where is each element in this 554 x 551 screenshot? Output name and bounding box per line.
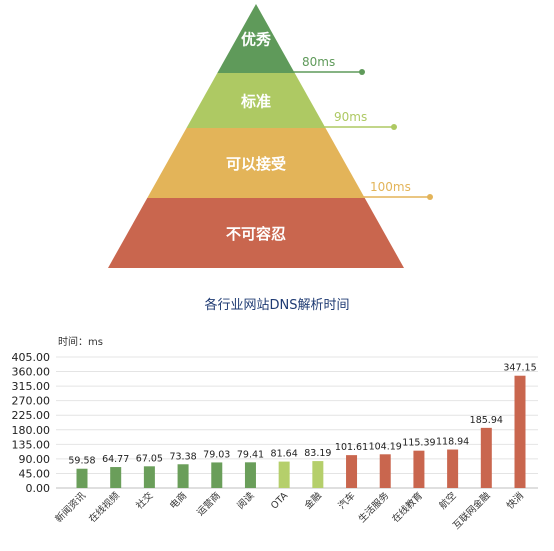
data-label: 118.94: [436, 437, 469, 448]
bar: [447, 449, 459, 488]
x-tick-label: 运营商: [194, 490, 223, 519]
y-tick-label: 45.00: [19, 467, 51, 480]
pyramid-level-label: 优秀: [241, 31, 272, 49]
data-label: 115.39: [402, 438, 435, 449]
bar: [413, 450, 425, 488]
pyramid-level-3: [147, 128, 365, 198]
pyramid-level-label: 可以接受: [226, 155, 286, 173]
y-tick-label: 90.00: [19, 453, 51, 466]
x-tick-label: 汽车: [336, 490, 358, 512]
bar: [211, 462, 223, 488]
data-label: 101.61: [335, 442, 368, 453]
bar: [76, 468, 88, 488]
y-tick-label: 0.00: [26, 482, 51, 495]
x-tick-label: 生活服务: [356, 489, 392, 525]
pyramid-level-label: 不可容忍: [226, 225, 286, 243]
x-tick-label: 互联网金融: [450, 489, 492, 531]
y-tick-label: 405.00: [12, 351, 51, 364]
bar: [278, 461, 290, 488]
threshold-dot: [391, 124, 397, 130]
threshold-label: 100ms: [370, 180, 411, 194]
data-label: 347.15: [503, 363, 536, 374]
y-tick-label: 270.00: [12, 395, 51, 408]
y-unit-label: 时间：ms: [58, 335, 103, 348]
bar: [244, 462, 256, 488]
data-label: 81.64: [271, 449, 298, 460]
data-label: 67.05: [136, 453, 163, 464]
bar: [312, 461, 324, 488]
pyramid-level-4: [108, 198, 404, 268]
x-tick-label: 航空: [437, 490, 459, 512]
pyramid-level-label: 标准: [240, 93, 271, 111]
data-label: 185.94: [470, 415, 503, 426]
x-tick-label: 在线教育: [390, 490, 425, 525]
x-axis: 新闻资讯 在线视频 社交 电商 运营商 阅读 OTA 金融 汽车 生活服务 在线教育 航空互联网金融快…: [53, 489, 526, 531]
threshold-dot: [427, 194, 433, 200]
dns-bar-chart: 各行业网站DNS解析时间 时间：ms 0.0045.0090.00135.001…: [12, 297, 538, 532]
pyramid-level-2: [186, 73, 326, 128]
x-tick-label: 快消: [504, 490, 526, 512]
bar: [346, 455, 358, 488]
data-label: 83.19: [304, 448, 331, 459]
x-tick-label: 电商: [167, 490, 189, 512]
x-tick-label: 新闻资讯: [53, 489, 89, 525]
y-tick-label: 180.00: [12, 424, 51, 437]
bar: [480, 427, 492, 488]
y-tick-label: 135.00: [12, 438, 51, 451]
x-tick-label: 在线视频: [86, 489, 122, 525]
threshold-label: 90ms: [334, 110, 367, 124]
x-tick-label: 社交: [134, 489, 156, 511]
bar: [514, 375, 526, 488]
data-label: 104.19: [369, 441, 402, 452]
bar: [379, 454, 391, 488]
data-label: 79.03: [203, 449, 230, 460]
pyramid-level-1: [217, 4, 295, 73]
bar: [177, 464, 189, 488]
data-label: 73.38: [169, 451, 196, 462]
dns-pyramid: 优秀 80ms 标准 90ms 可以接受 100ms 不可容忍: [108, 4, 433, 268]
bars: 59.58 64.77 67.05 73.38 79.03 79.41 81.64 83.19…: [68, 363, 537, 488]
gridlines: [56, 356, 538, 489]
x-tick-label: OTA: [269, 490, 291, 512]
threshold-label: 80ms: [302, 55, 335, 69]
y-tick-label: 315.00: [12, 380, 51, 393]
y-tick-label: 225.00: [12, 409, 51, 422]
bar: [110, 467, 122, 488]
chart-title: 各行业网站DNS解析时间: [205, 297, 350, 313]
x-tick-label: 阅读: [235, 489, 257, 511]
threshold-dot: [359, 69, 365, 75]
y-tick-label: 360.00: [12, 366, 51, 379]
x-tick-label: 金融: [302, 489, 324, 511]
data-label: 79.41: [237, 449, 264, 460]
data-label: 64.77: [102, 454, 129, 465]
bar: [143, 466, 155, 488]
data-label: 59.58: [68, 456, 95, 467]
